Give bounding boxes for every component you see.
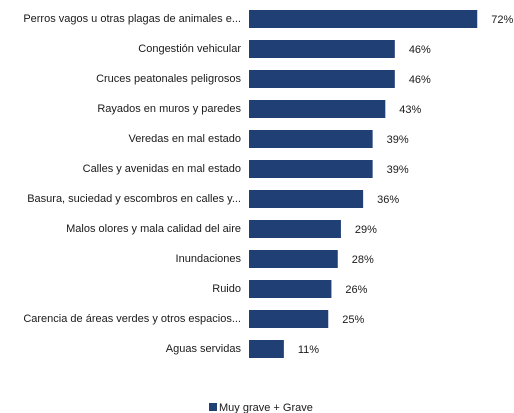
bar: [249, 70, 395, 88]
category-label: Ruido: [212, 283, 241, 295]
value-label: 39%: [387, 164, 409, 176]
category-label: Aguas servidas: [166, 343, 242, 355]
value-label: 11%: [298, 344, 319, 356]
bar: [249, 280, 332, 298]
category-label: Perros vagos u otras plagas de animales …: [23, 13, 241, 25]
bar: [249, 190, 364, 208]
legend-label: Muy grave + Grave: [219, 402, 313, 413]
value-label: 46%: [409, 44, 431, 56]
bar: [249, 220, 341, 238]
category-label: Basura, suciedad y escombros en calles y…: [27, 193, 241, 205]
value-label: 39%: [387, 134, 409, 146]
bar: [249, 310, 329, 328]
bar: [249, 10, 478, 28]
category-label: Veredas en mal estado: [128, 133, 241, 145]
value-label: 46%: [409, 74, 431, 86]
bar: [249, 100, 386, 118]
category-label: Carencia de áreas verdes y otros espacio…: [23, 313, 241, 325]
bar: [249, 250, 338, 268]
category-label: Cruces peatonales peligrosos: [96, 73, 241, 85]
category-label: Malos olores y mala calidad del aire: [66, 223, 241, 235]
category-label: Rayados en muros y paredes: [97, 103, 241, 115]
value-label: 25%: [342, 314, 364, 326]
category-label: Calles y avenidas en mal estado: [83, 163, 241, 175]
value-label: 36%: [377, 194, 399, 206]
bar: [249, 130, 373, 148]
category-label: Inundaciones: [176, 253, 242, 265]
value-label: 72%: [491, 14, 513, 26]
legend-swatch: [209, 403, 217, 411]
category-label: Congestión vehicular: [138, 43, 241, 55]
bar: [249, 160, 373, 178]
value-label: 28%: [352, 254, 374, 266]
value-label: 26%: [345, 284, 367, 296]
value-label: 43%: [399, 104, 421, 116]
bar: [249, 40, 395, 58]
value-label: 29%: [355, 224, 377, 236]
bar: [249, 340, 284, 358]
